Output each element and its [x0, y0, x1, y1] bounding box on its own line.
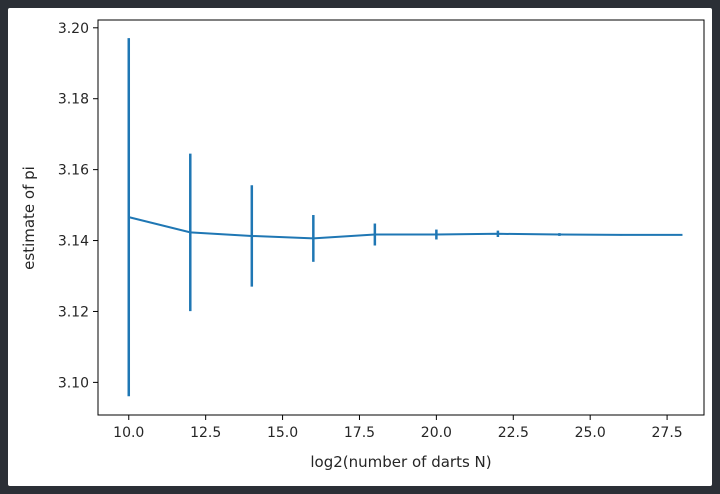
series-line — [128, 216, 683, 240]
errorbar-chart: 10.0 12.5 15.0 17.5 20.0 22.5 25.0 27.5 3.103.1… — [20, 19, 705, 471]
chart-frame: 10.0 12.5 15.0 17.5 20.0 22.5 25.0 27.5 3.10 3.1… — [8, 8, 712, 486]
y-tick-label: 3.10 — [58, 375, 89, 391]
x-tick-label: 27.5 — [652, 425, 683, 441]
x-tick-label: 17.5 — [344, 425, 375, 441]
x-tick-label: 12.5 — [190, 425, 221, 441]
x-tick-label: 15.0 — [267, 425, 298, 441]
y-tick-label: 3.20 — [58, 21, 89, 37]
y-tick-label: 3.16 — [58, 163, 89, 179]
x-tick-label: 22.5 — [498, 425, 529, 441]
x-tick-label: 10.0 — [113, 425, 144, 441]
plot-area-border — [97, 19, 705, 416]
x-tick-label: 25.0 — [575, 425, 606, 441]
chart-marks — [127, 38, 683, 397]
y-tick-label: 3.12 — [58, 304, 89, 320]
y-tick-label: 3.18 — [58, 92, 89, 108]
x-axis-label: log2(number of darts N) — [310, 453, 491, 471]
y-axis-ticks: 3.10 3.12 3.14 3.16 3.18 3.20 — [58, 21, 98, 391]
x-tick-label: 20.0 — [421, 425, 452, 441]
x-axis-ticks: 10.0 12.5 15.0 17.5 20.0 22.5 25.0 27.5 — [113, 415, 683, 441]
y-tick-label: 3.14 — [58, 234, 89, 250]
y-axis-label: estimate of pi — [20, 166, 38, 270]
